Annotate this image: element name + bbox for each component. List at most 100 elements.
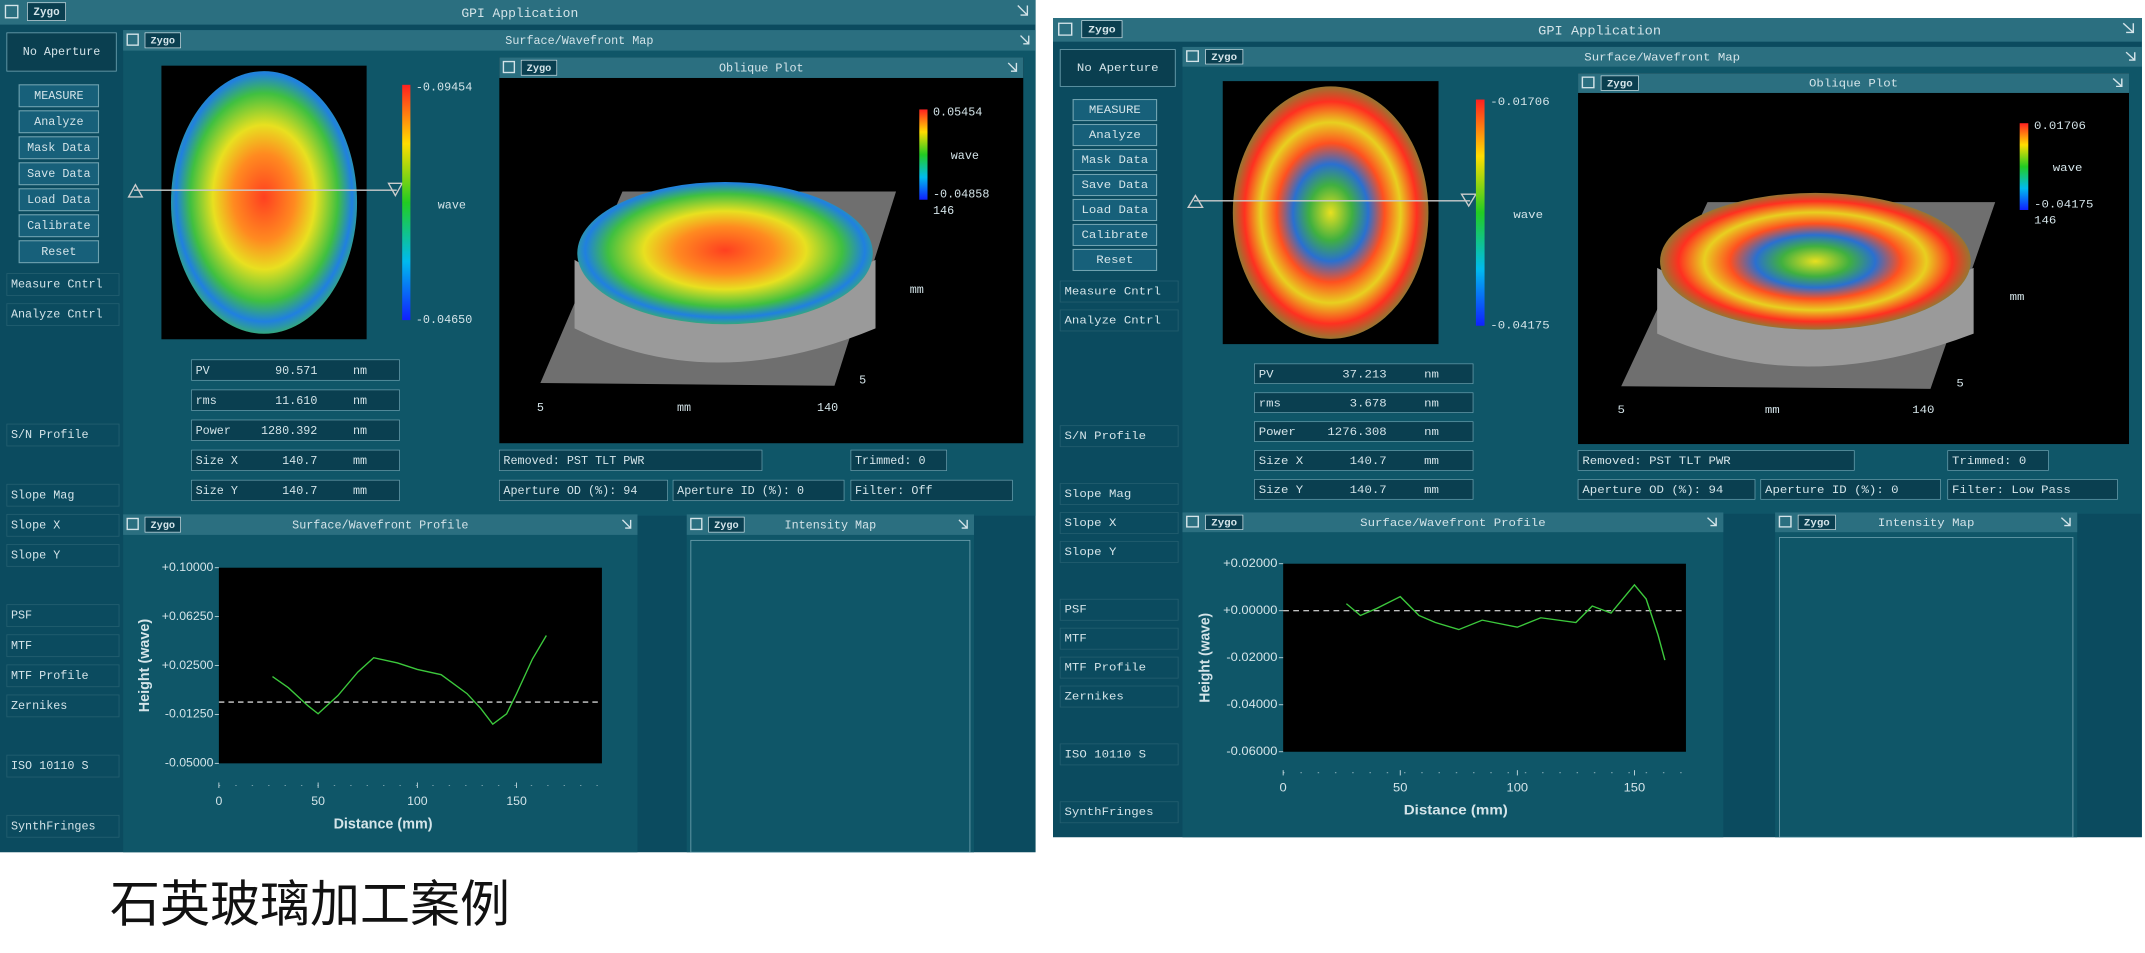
button[interactable] [1072,148,1158,172]
oblique-scale-max: 0.01706 [2034,119,2086,132]
y-tick-label: +0.10000 [162,560,214,574]
side-link-box[interactable] [1059,598,1179,621]
minimize-icon[interactable] [1017,4,1029,16]
profile-line [272,635,547,726]
info-box [850,479,1013,502]
scale-max: -0.09454 [416,81,472,95]
side-link-box[interactable] [6,664,120,688]
side-link-box[interactable] [1059,483,1179,505]
minimize-icon[interactable] [2122,22,2135,34]
side-link-box[interactable] [6,604,120,627]
close-box[interactable] [1778,515,1792,528]
button[interactable] [1072,173,1158,197]
minimize-icon[interactable] [1020,35,1030,45]
side-link: PSF [1065,603,1087,616]
close-box[interactable] [1186,50,1200,63]
side-link-box[interactable] [6,694,120,718]
close-box[interactable] [126,33,139,46]
x-tick-label: 100 [1507,781,1529,794]
button[interactable] [18,110,100,134]
side-link-box[interactable] [1059,743,1179,766]
close-box[interactable] [4,4,19,19]
window-title: Intensity Map [1878,516,1974,529]
cut-marker-left [127,183,144,198]
info-aperture-id: Aperture ID (%): 0 [1765,484,1899,497]
minimize-icon[interactable] [1007,62,1018,72]
button[interactable] [18,84,100,108]
button[interactable] [1072,99,1158,122]
stat-value: 140.7 [1350,484,1387,497]
stat-value: 140.7 [282,454,317,468]
button[interactable] [1072,248,1158,272]
stat-unit: nm [353,364,367,378]
window-titlebar [1775,512,2078,533]
side-link-box[interactable] [1059,627,1179,650]
stat-value: 37.213 [1342,368,1387,381]
close-box[interactable] [1058,22,1073,36]
minimize-icon[interactable] [2060,517,2071,527]
side-link: Zernikes [1065,690,1124,703]
side-link-box[interactable] [1059,512,1179,534]
side-link: MTF Profile [11,669,89,683]
button[interactable] [1072,223,1158,247]
stat-value: 1276.308 [1327,426,1386,439]
side-link-box[interactable] [6,754,120,778]
button[interactable] [18,240,100,264]
close-box[interactable] [690,517,703,531]
button[interactable] [1072,198,1158,222]
stat-unit: nm [1424,368,1439,381]
minimize-icon[interactable] [621,519,632,529]
side-link-box[interactable] [1059,425,1179,448]
side-link-box[interactable] [6,634,120,658]
button[interactable] [1072,123,1158,147]
info-aperture-od: Aperture OD (%): 94 [503,484,637,498]
stat-unit: nm [353,394,367,408]
side-link-box[interactable] [1059,656,1179,679]
info-filter: Filter: Low Pass [1952,484,2071,497]
oblique-x-end: 140 [817,401,838,415]
side-link-box[interactable] [6,273,120,296]
side-link-box[interactable] [6,483,120,507]
close-box[interactable] [502,60,516,74]
side-link-box[interactable] [6,423,120,447]
side-link-box[interactable] [1059,540,1179,563]
side-link-box[interactable] [6,814,120,838]
side-link: Slope Y [11,549,60,563]
button[interactable] [18,162,100,186]
side-link-box[interactable] [1059,801,1179,824]
minimize-icon[interactable] [958,519,968,529]
aperture-button: No Aperture [1077,61,1159,74]
side-link-box[interactable] [1059,280,1179,303]
stat-unit: nm [1424,426,1439,439]
info-aperture-od: Aperture OD (%): 94 [1582,484,1723,497]
side-link-box[interactable] [6,513,120,537]
side-link-box[interactable] [1059,309,1179,332]
side-link: Analyze Cntrl [11,308,103,322]
logo: Zygo [1804,518,1830,529]
side-link-box[interactable] [1059,685,1179,708]
button[interactable] [18,136,100,160]
side-link-box[interactable] [6,544,120,567]
oblique-scale-unit: wave [2053,161,2083,174]
minimize-icon[interactable] [2112,78,2123,88]
close-box[interactable] [1581,76,1595,89]
button[interactable] [18,188,100,212]
caption: 石英玻璃加工案例 [110,876,510,932]
minimize-icon[interactable] [1707,517,1717,527]
minimize-icon[interactable] [2125,51,2136,61]
aperture-box[interactable] [1059,49,1176,87]
close-box[interactable] [1186,515,1200,528]
window-title: Surface/Wavefront Profile [1360,516,1545,529]
stat-value: 140.7 [1350,455,1387,468]
logo-box [708,516,745,533]
side-link-box[interactable] [6,303,120,326]
close-box[interactable] [126,517,139,531]
info-filter: Filter: Off [855,484,933,498]
aperture-box[interactable] [6,32,117,72]
oblique-y-tick: 5 [859,373,866,387]
x-tick-label: 0 [215,794,222,808]
stat-box [1254,479,1474,500]
button[interactable] [18,214,100,238]
window-title: Oblique Plot [719,62,804,76]
oblique-scale-min: -0.04175 [2034,198,2093,211]
